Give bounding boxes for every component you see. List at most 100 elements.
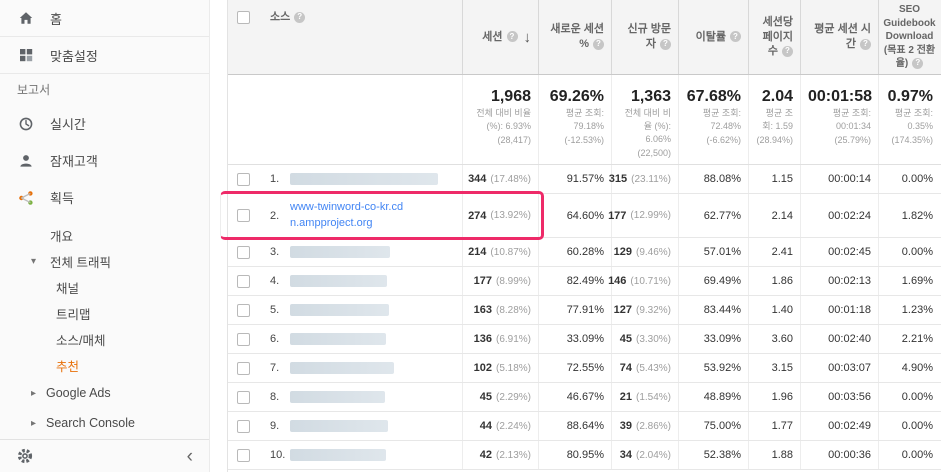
- help-icon[interactable]: ?: [506, 31, 518, 43]
- bounce-value: 53.92%: [703, 362, 741, 374]
- new-users-cell: 315 (23.11%): [609, 165, 678, 193]
- header-source[interactable]: 소스?: [258, 0, 462, 74]
- header-sessions[interactable]: 세션? ↓: [462, 0, 538, 74]
- blurred-source: [290, 304, 389, 316]
- row-checkbox[interactable]: [236, 172, 250, 186]
- goal-conversion-cell: 0.00%: [878, 238, 940, 266]
- goal-value: 1.69%: [901, 275, 933, 287]
- row-checkbox[interactable]: [236, 303, 250, 317]
- sidebar-item-label: 소스/매체: [56, 333, 106, 348]
- sidebar-item-label: 보고서: [17, 83, 51, 97]
- row-checkbox[interactable]: [236, 390, 250, 404]
- row-checkbox[interactable]: [236, 448, 250, 462]
- select-all-checkbox[interactable]: [236, 11, 250, 24]
- sidebar-item-overview[interactable]: 개요: [0, 222, 209, 248]
- table-row: 8. 45 (2.29%) 46.67% 21 (1.54%) 48.89% 1.96 00:0…: [228, 383, 941, 412]
- pages-per-session-cell: 1.96: [748, 383, 800, 411]
- row-checkbox-cell: [228, 238, 258, 266]
- bounce-value: 33.09%: [703, 333, 741, 345]
- audience-icon: [17, 152, 35, 170]
- sidebar-item-customization[interactable]: 맞춤설정: [0, 37, 209, 74]
- row-checkbox[interactable]: [236, 245, 250, 259]
- header-bounce-rate[interactable]: 이탈률?: [678, 0, 748, 74]
- new-users-pct: (1.54%): [635, 391, 671, 403]
- sessions-pct: (8.99%): [495, 275, 531, 287]
- header-goal-conversion[interactable]: SEO Guidebook Download (목표 2 전환율)?: [878, 0, 940, 74]
- chevron-down-icon[interactable]: ▾: [31, 255, 37, 267]
- row-checkbox[interactable]: [236, 361, 250, 375]
- help-icon[interactable]: ?: [730, 31, 741, 43]
- summary-new-sessions: 69.26% 평균 조회: 79.18% (-12.53%): [538, 75, 611, 164]
- sidebar-footer: ‹: [0, 439, 209, 472]
- new-sessions-cell: 82.49%: [538, 267, 611, 295]
- header-pages-per-session[interactable]: 세션당 페이지수?: [748, 0, 800, 74]
- help-icon[interactable]: ?: [660, 38, 671, 50]
- chevron-right-icon[interactable]: ▸: [31, 417, 37, 429]
- chevron-right-icon[interactable]: ▸: [31, 387, 37, 399]
- new-users-pct: (9.32%): [635, 304, 671, 316]
- table-header: 소스? 세션? ↓ 새로운 세션 %? 신규 방문자? 이탈률? 세션당 페이지…: [228, 0, 941, 75]
- goal-value: 0.00%: [901, 246, 933, 258]
- row-checkbox-cell: [228, 383, 258, 411]
- sort-descending-icon[interactable]: ↓: [523, 28, 532, 46]
- help-icon[interactable]: ?: [912, 58, 924, 70]
- sidebar-item-label: 트리맵: [56, 307, 91, 322]
- row-checkbox[interactable]: [236, 332, 250, 346]
- new-users-pct: (2.04%): [635, 449, 671, 461]
- avg-session-duration-cell: 00:02:45: [800, 238, 878, 266]
- new-users-value: 39: [619, 420, 632, 432]
- bounce-value: 69.49%: [703, 275, 741, 287]
- sidebar-item-search-console[interactable]: ▸ Search Console: [0, 408, 209, 438]
- new-users-value: 34: [619, 449, 632, 461]
- pages-per-session-cell: 1.86: [748, 267, 800, 295]
- duration-value: 00:02:49: [828, 420, 871, 432]
- row-checkbox-cell: [228, 267, 258, 295]
- sidebar-item-audience[interactable]: 잠재고객: [0, 142, 209, 179]
- row-rank: 7.: [270, 362, 280, 374]
- new-sessions-value: 80.95%: [566, 449, 604, 461]
- summary-pages-sub: 평균 조회: 1.59: [762, 108, 793, 132]
- header-avg-session-duration-label: 평균 세션 시간: [814, 23, 871, 50]
- avg-session-duration-cell: 00:02:40: [800, 325, 878, 353]
- table-row: 9. 44 (2.24%) 88.64% 39 (2.86%) 75.00% 1.77 00:0…: [228, 412, 941, 441]
- sidebar-item-all-traffic[interactable]: ▾ 전체 트래픽: [0, 248, 209, 274]
- sidebar-item-home[interactable]: 홈: [0, 0, 209, 37]
- sidebar-item-referrals[interactable]: 추천: [0, 352, 209, 378]
- help-icon[interactable]: ?: [294, 11, 306, 23]
- help-icon[interactable]: ?: [593, 38, 604, 50]
- sessions-pct: (13.92%): [490, 210, 531, 221]
- header-new-sessions[interactable]: 새로운 세션 %?: [538, 0, 611, 74]
- sessions-pct: (6.91%): [495, 333, 531, 345]
- sidebar-item-acquisition[interactable]: 획득: [0, 179, 209, 216]
- sessions-pct: (2.24%): [495, 420, 531, 432]
- row-checkbox[interactable]: [236, 274, 250, 288]
- new-users-pct: (3.30%): [635, 333, 671, 345]
- goal-value: 1.23%: [901, 304, 933, 316]
- goal-conversion-cell: 0.00%: [878, 412, 940, 440]
- sidebar-item-source-medium[interactable]: 소스/매체: [0, 326, 209, 352]
- collapse-sidebar-icon[interactable]: ‹: [186, 445, 193, 467]
- blurred-source: [290, 246, 390, 258]
- header-new-users[interactable]: 신규 방문자?: [611, 0, 678, 74]
- blurred-source: [290, 333, 386, 345]
- sidebar-item-treemaps[interactable]: 트리맵: [0, 300, 209, 326]
- help-icon[interactable]: ?: [782, 46, 793, 58]
- sessions-cell: 177 (8.99%): [462, 267, 538, 295]
- gear-icon[interactable]: [16, 447, 34, 465]
- sidebar-item-channels[interactable]: 채널: [0, 274, 209, 300]
- header-avg-session-duration[interactable]: 평균 세션 시간?: [800, 0, 878, 74]
- new-sessions-cell: 91.57%: [538, 165, 611, 193]
- source-link[interactable]: www-twinword-co-kr.cdn.ampproject.org: [290, 200, 404, 229]
- pages-per-session-cell: 1.88: [748, 441, 800, 469]
- duration-value: 00:02:40: [828, 333, 871, 345]
- source-cell: 7.: [258, 354, 462, 382]
- avg-session-duration-cell: 00:03:07: [800, 354, 878, 382]
- sidebar-item-realtime[interactable]: 실시간: [0, 105, 209, 142]
- sessions-pct: (17.48%): [490, 173, 531, 185]
- bounce-value: 57.01%: [703, 246, 741, 258]
- help-icon[interactable]: ?: [860, 38, 871, 50]
- row-checkbox[interactable]: [236, 209, 250, 222]
- sidebar-item-google-ads[interactable]: ▸ Google Ads: [0, 378, 209, 408]
- row-checkbox[interactable]: [236, 419, 250, 433]
- goal-conversion-cell: 2.21%: [878, 325, 940, 353]
